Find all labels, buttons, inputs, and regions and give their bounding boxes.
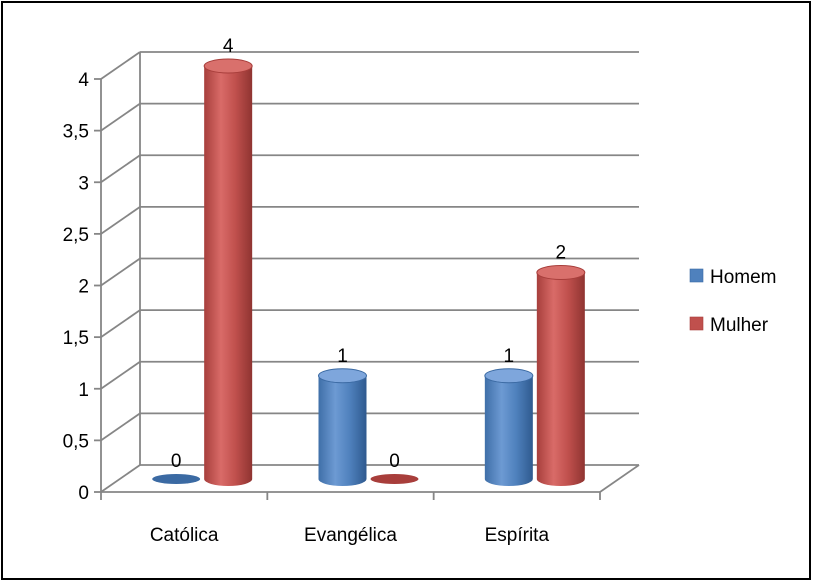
bar-homem-evangélica xyxy=(318,368,367,486)
floor-right-edge xyxy=(599,464,640,493)
gridline-diag xyxy=(100,309,141,338)
data-label: 1 xyxy=(337,346,348,367)
bar-body xyxy=(536,272,585,486)
legend-label-homem: Homem xyxy=(710,267,777,288)
x-tick-label: Espírita xyxy=(485,525,550,546)
bar-mulher-espírita xyxy=(536,265,586,486)
bar-top xyxy=(203,58,253,74)
gridline-diag xyxy=(100,154,141,183)
bar-zero-disc xyxy=(370,474,419,484)
y-tick-label: 1 xyxy=(78,380,89,401)
gridline-diag xyxy=(100,361,141,390)
bar-body xyxy=(204,66,253,486)
gridline-diag xyxy=(100,257,141,287)
y-tick-label: 3 xyxy=(78,173,89,194)
data-label: 4 xyxy=(223,36,234,57)
data-label: 0 xyxy=(389,451,400,472)
legend-swatch-homem xyxy=(689,268,704,283)
bar-body xyxy=(318,375,367,486)
data-label: 0 xyxy=(171,451,182,472)
y-tick-label: 2,5 xyxy=(63,225,89,246)
bar-homem-espírita xyxy=(484,368,534,486)
y-tick-label: 2 xyxy=(78,277,89,298)
gridline-diag xyxy=(100,51,141,80)
x-tick-label: Evangélica xyxy=(304,525,397,546)
legend: Homem Mulher xyxy=(689,267,777,336)
y-tick-label: 0 xyxy=(78,483,89,504)
gridline-diag xyxy=(100,206,141,235)
bar-top xyxy=(484,368,534,384)
x-tick-label: Católica xyxy=(150,525,219,546)
y-tick-label: 1,5 xyxy=(63,328,89,349)
data-label: 1 xyxy=(504,346,515,367)
bar-body xyxy=(484,375,533,486)
bar-homem-católica xyxy=(152,474,201,484)
bars-layer xyxy=(152,58,586,486)
gridline-diag xyxy=(100,464,141,493)
bar-top xyxy=(536,265,586,280)
y-tick-label: 3,5 xyxy=(63,122,89,143)
bar-mulher-evangélica xyxy=(370,474,419,484)
gridline-diag xyxy=(100,412,141,442)
data-label: 2 xyxy=(556,243,567,264)
bar-mulher-católica xyxy=(203,58,253,486)
legend-label-mulher: Mulher xyxy=(710,315,769,336)
y-tick-label: 4 xyxy=(78,70,89,91)
y-tick-label: 0,5 xyxy=(63,431,89,452)
labels-layer: 0 4 1 0 1 2 xyxy=(171,36,566,472)
bar-zero-disc xyxy=(152,474,201,484)
bar-top xyxy=(318,368,367,384)
gridline-diag xyxy=(100,102,141,132)
legend-swatch-mulher xyxy=(689,316,704,331)
